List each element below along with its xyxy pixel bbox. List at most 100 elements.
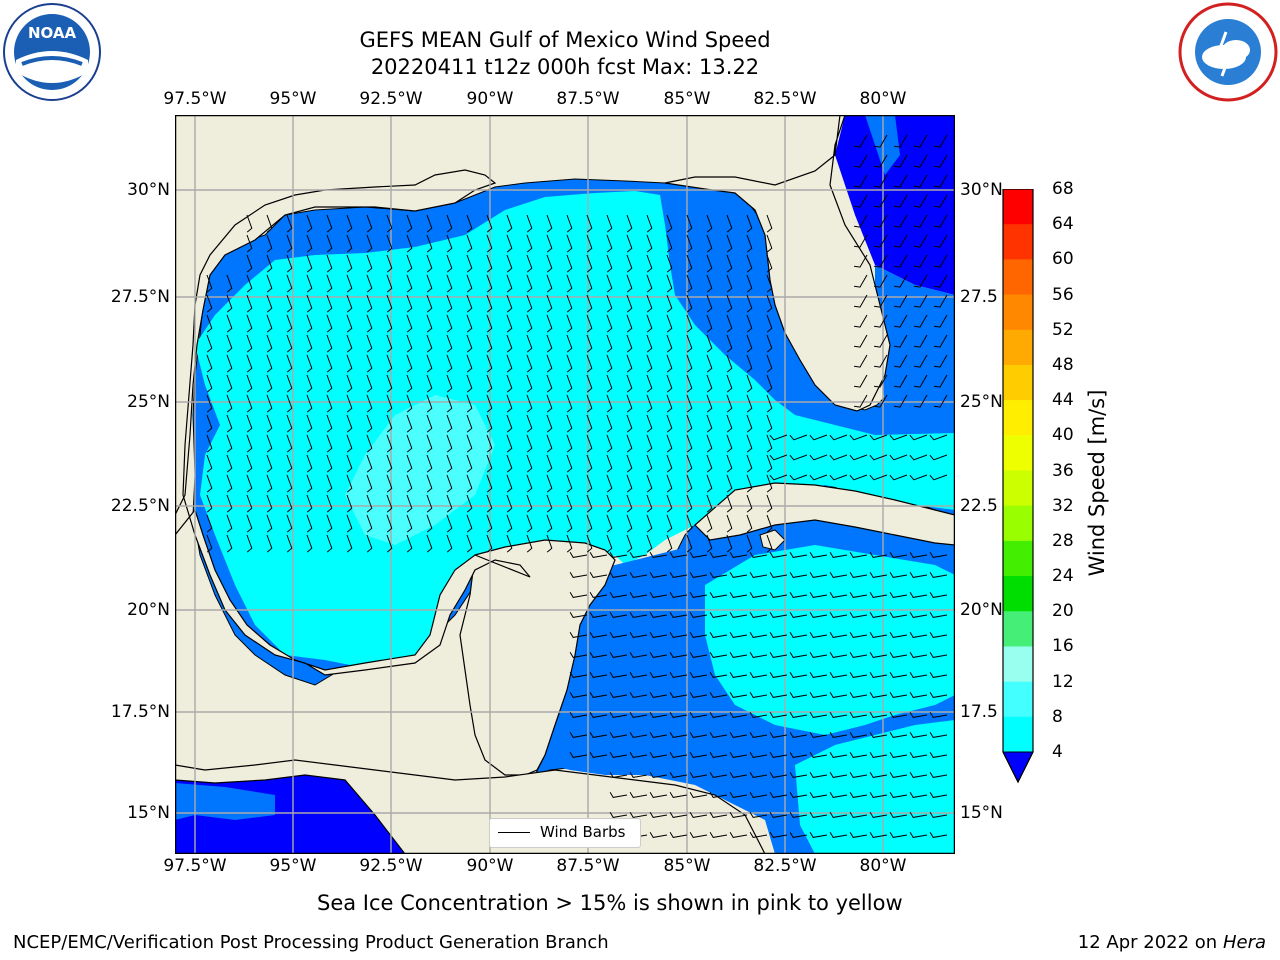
wind-barb [246, 514, 253, 533]
wind-barb [829, 572, 848, 578]
wind-barb [894, 214, 908, 228]
wind-barb [386, 394, 393, 413]
wind-barb [854, 234, 868, 248]
wind-barb [366, 354, 373, 373]
wind-barb [226, 494, 233, 513]
wind-barb [689, 572, 708, 578]
wind-barb [849, 454, 868, 461]
wind-barb [326, 534, 333, 553]
lon-label-top: 97.5°W [163, 89, 227, 109]
wind-barb [506, 474, 513, 493]
wind-barb [889, 652, 908, 658]
wind-barb [909, 434, 928, 441]
wind-barb [466, 314, 473, 333]
wind-barb [366, 234, 373, 253]
wind-barb [914, 214, 928, 228]
wind-barb [406, 274, 413, 293]
wind-barb [829, 752, 848, 758]
wind-barb [749, 652, 768, 658]
wind-barb [709, 632, 728, 638]
wind-barb [829, 832, 848, 838]
wind-barb [789, 474, 808, 481]
wind-barb [326, 354, 333, 373]
wind-barb [446, 534, 453, 553]
wind-barb [606, 294, 613, 313]
wind-barb [406, 434, 413, 453]
wind-barb [569, 552, 588, 558]
wind-barb [406, 534, 413, 553]
wind-barb [869, 474, 888, 481]
wind-barb [206, 434, 213, 453]
colorbar-band [1003, 400, 1033, 436]
wind-barb [769, 454, 788, 461]
wind-barb [669, 812, 688, 818]
wind-barb [909, 592, 928, 598]
wind-barb [646, 474, 653, 493]
wind-barb [934, 154, 948, 168]
wind-barb [589, 652, 608, 658]
wind-barb [746, 374, 753, 393]
wind-barb [266, 274, 273, 293]
colorbar-label: Wind Speed [m/s] [1085, 389, 1109, 577]
wind-barb [766, 474, 773, 493]
wind-barb [246, 414, 253, 433]
wind-barb [769, 772, 788, 778]
wind-barb [446, 514, 453, 533]
colorbar-tick-label: 40 [1052, 425, 1074, 446]
colorbar-band [1003, 540, 1033, 577]
wind-barb [909, 632, 928, 638]
wind-barb [266, 334, 273, 353]
wind-barb [649, 592, 668, 598]
wind-speed-map [174, 114, 956, 855]
wind-barb [466, 394, 473, 413]
wind-barb [729, 592, 748, 598]
wind-barb [526, 534, 533, 553]
wind-barb [346, 434, 353, 453]
wind-barb [246, 254, 253, 273]
wind-barb [406, 494, 413, 513]
wind-barb [446, 254, 453, 273]
wind-barb [406, 314, 413, 333]
wind-barb [809, 612, 828, 618]
wind-barb [726, 474, 733, 493]
wind-barb [789, 812, 808, 818]
wind-barb [326, 394, 333, 413]
wind-barb [606, 434, 613, 453]
wind-barb [909, 752, 928, 758]
wind-barb [649, 732, 668, 738]
wind-barb [426, 474, 433, 493]
lat-label-right: 17.5 [960, 702, 998, 722]
wind-barb [326, 314, 333, 333]
wind-barb [849, 552, 868, 558]
wind-barb [914, 174, 928, 188]
wind-barb [629, 752, 648, 758]
wind-barb [266, 434, 273, 453]
wind-barb [386, 254, 393, 273]
wind-barb [854, 314, 868, 328]
wind-barb [486, 314, 493, 333]
wind-barb [286, 334, 293, 353]
colorbar-band [1003, 189, 1033, 225]
lat-label-right: 22.5 [960, 496, 998, 516]
wind-barb [874, 314, 888, 328]
wind-barb [346, 334, 353, 353]
wind-barb [869, 612, 888, 618]
wind-barb [466, 254, 473, 273]
wind-barb [226, 374, 233, 393]
wind-barb [306, 214, 313, 233]
colorbar-tick-label: 48 [1052, 354, 1074, 375]
wind-barb [626, 534, 633, 553]
wind-barb [446, 394, 453, 413]
wind-barb [669, 752, 688, 758]
wind-barb [769, 632, 788, 638]
wind-barb [769, 732, 788, 738]
wind-barb [506, 214, 513, 233]
wind-barb [626, 454, 633, 473]
lat-label-left: 17.5°N [110, 702, 170, 722]
wind-barb [934, 274, 948, 288]
colorbar-tick-label: 28 [1052, 530, 1074, 551]
wind-barb [686, 394, 693, 413]
colorbar [1002, 188, 1034, 784]
wind-barb [809, 752, 828, 758]
wind-barb [646, 394, 653, 413]
